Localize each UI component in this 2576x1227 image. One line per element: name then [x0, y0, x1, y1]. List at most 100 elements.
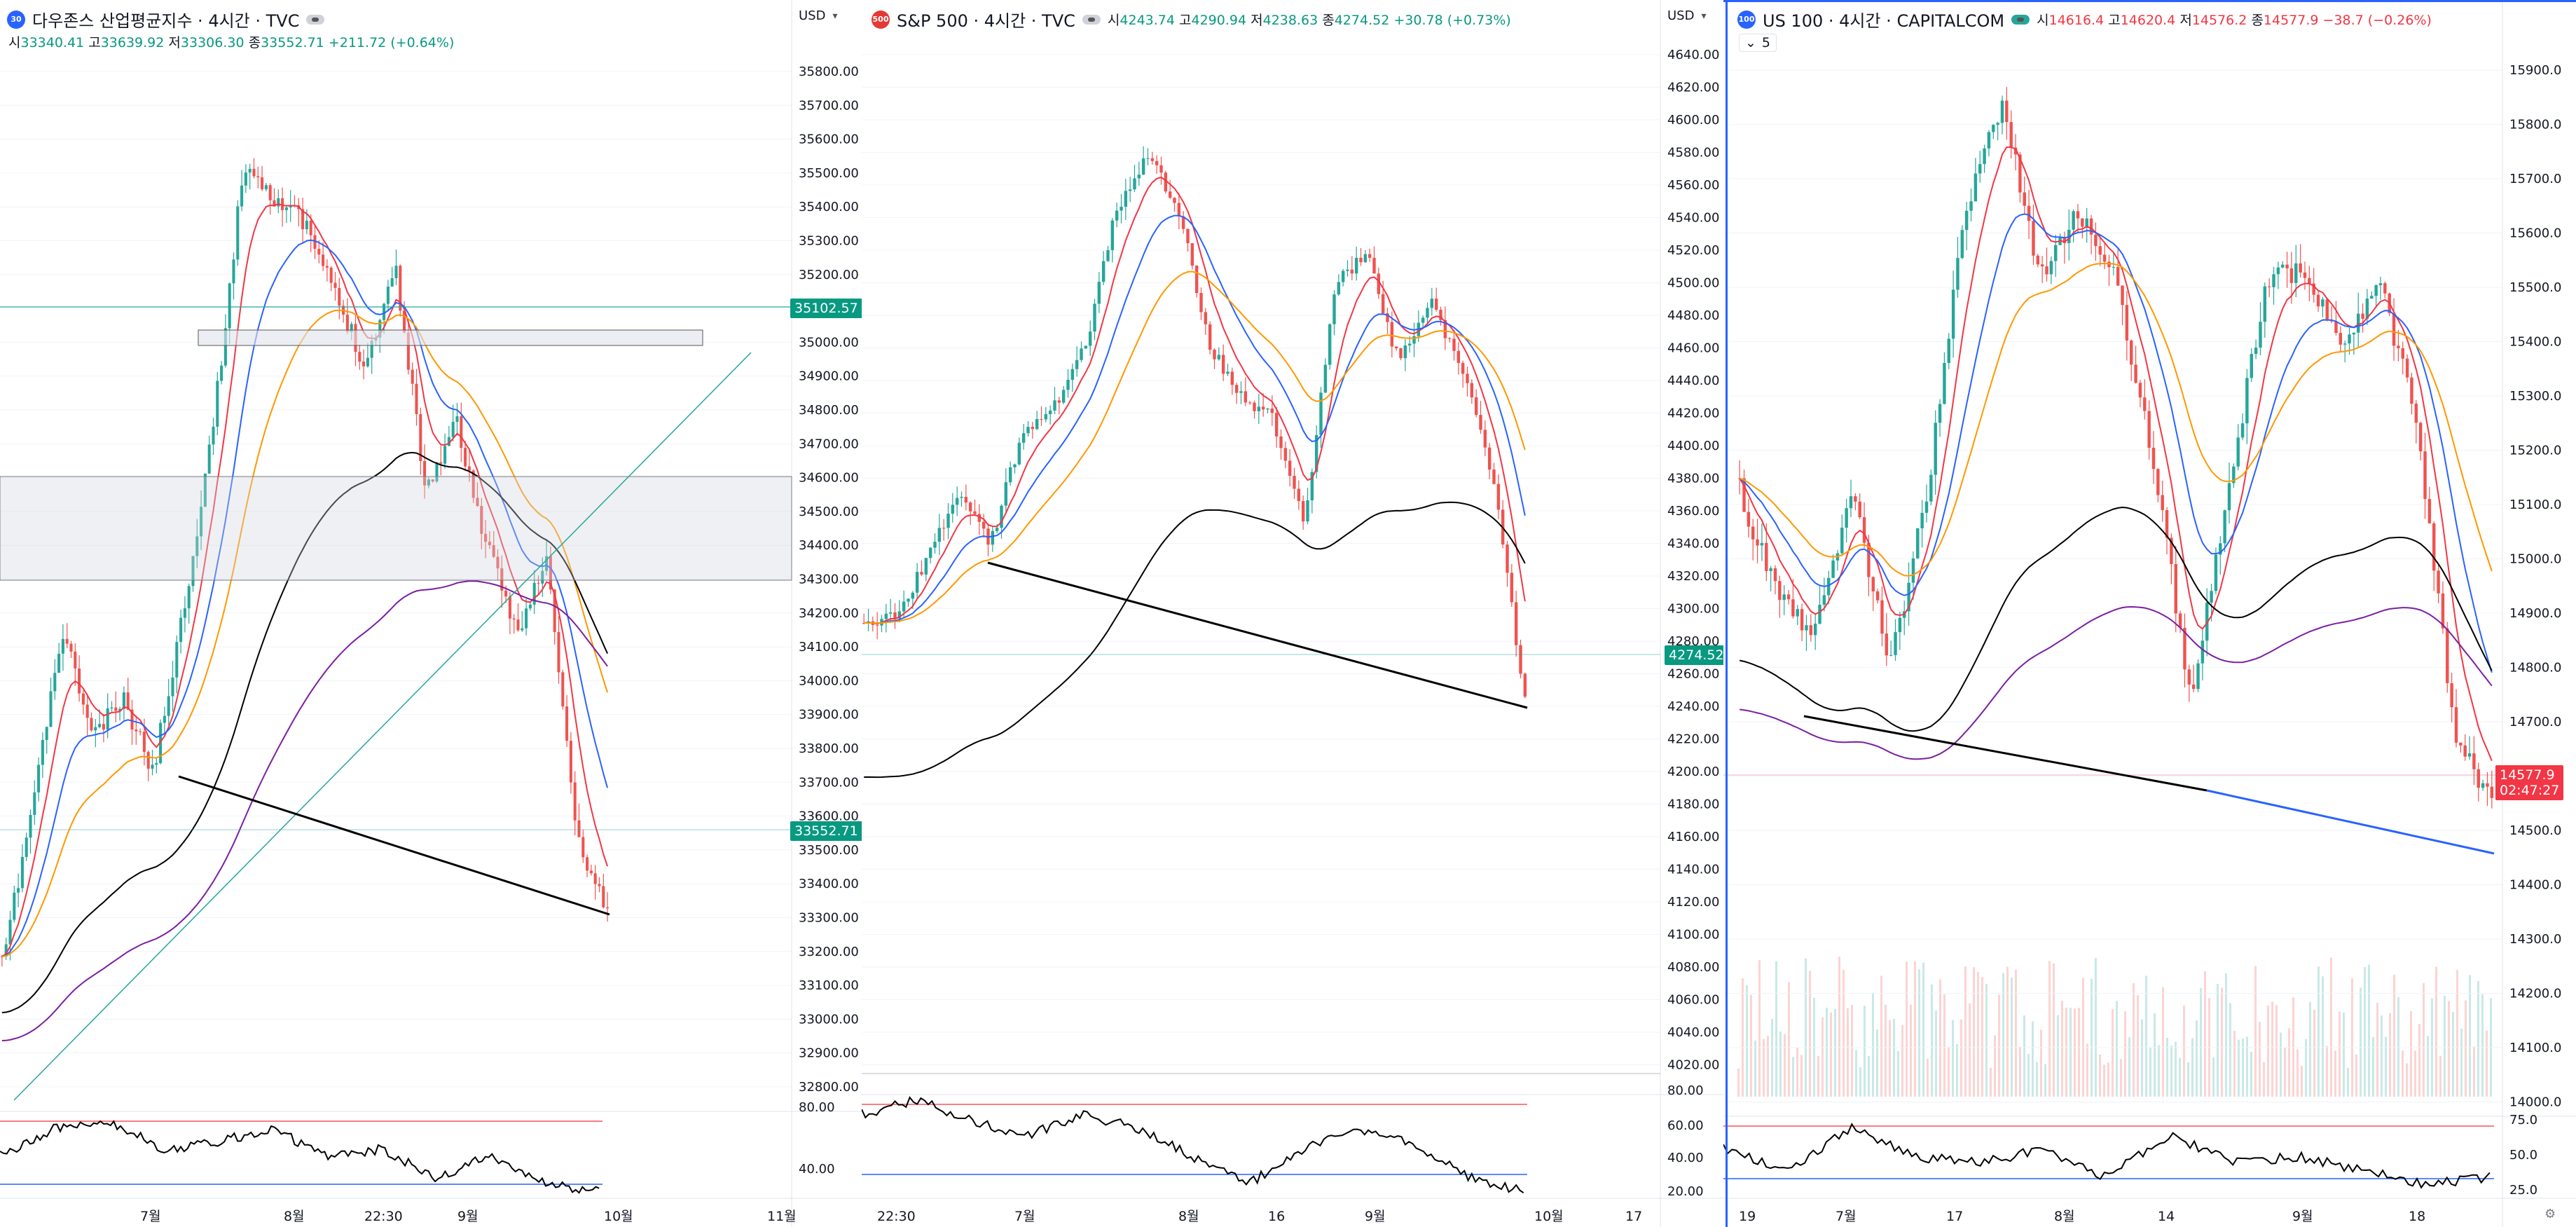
price-axis-label: 35800.00 [799, 64, 859, 79]
candle-body [1983, 148, 1986, 165]
chart-pane-ndx[interactable]: 15900.0 15800.0 15700.0 15600.0 15500.0 15400… [1723, 0, 2576, 1227]
candle-body [1845, 508, 1848, 528]
time-axis-label: 8월 [284, 1209, 305, 1224]
candle-body [1769, 568, 1772, 571]
volume-bar [2435, 966, 2437, 1097]
symbol-title[interactable]: 다우존스 산업평균지수 · 4시간 · TVC [32, 11, 300, 31]
chart-pane-dji[interactable]: 35800.00 35700.00 35600.00 35500.00 35400.00… [0, 0, 862, 1227]
candle-body [378, 320, 382, 338]
trend-line [1803, 715, 2207, 792]
price-axis-label: 35300.00 [799, 234, 859, 249]
chart-canvas-spx[interactable]: 4640.00 4620.00 4600.00 4580.00 4560.00 4540.… [862, 0, 1723, 1227]
candle-body [1510, 573, 1514, 603]
candle-body [1213, 349, 1216, 359]
candle-body [1181, 216, 1185, 229]
volume-bar [2023, 1015, 2025, 1097]
price-axis-label: 14900.0 [2509, 606, 2561, 621]
candle-body [309, 220, 312, 235]
candle-body [1381, 294, 1385, 314]
candle-body [2397, 345, 2400, 348]
candle-body [973, 511, 977, 514]
price-axis-label: 34300.00 [799, 573, 859, 587]
candle-body [2321, 299, 2324, 307]
candle-body [415, 383, 418, 414]
eye-icon[interactable] [2011, 14, 2030, 25]
candle-body [2236, 437, 2240, 467]
candle-body [78, 668, 81, 694]
candle-body [1306, 500, 1309, 522]
chart-canvas-dji[interactable]: 35800.00 35700.00 35600.00 35500.00 35400.00… [0, 0, 862, 1227]
candle-body [2370, 296, 2374, 299]
price-axis-label: 15000.0 [2509, 552, 2561, 567]
volume-bar [2238, 1039, 2240, 1097]
volume-bar [2393, 975, 2395, 1097]
volume-bar [1880, 975, 1882, 1097]
candle-body [1394, 346, 1398, 349]
volume-bar [2187, 1062, 2189, 1097]
candle-body [1987, 132, 1991, 149]
candle-body [1040, 418, 1043, 420]
candle-body [1332, 294, 1336, 324]
candle-body [2285, 264, 2289, 268]
volume-bar [1746, 985, 1748, 1097]
candle-body [1186, 228, 1190, 244]
price-axis-label: 34100.00 [799, 640, 859, 654]
candle-body [106, 708, 109, 730]
volume-bar [2326, 1046, 2328, 1097]
price-axis-label: 4480.00 [1667, 308, 1719, 323]
volume-bar [1826, 1008, 1828, 1097]
candle-body [1146, 158, 1150, 159]
volume-bar [1910, 1004, 1912, 1097]
resistance-zone [0, 476, 792, 581]
chart-pane-spx[interactable]: 4640.00 4620.00 4600.00 4580.00 4560.00 4540.… [862, 0, 1723, 1227]
eye-icon[interactable] [306, 14, 325, 25]
volume-bar [2469, 975, 2471, 1097]
price-axis-label: 4200.00 [1667, 765, 1719, 779]
chart-canvas-ndx[interactable]: 15900.0 15800.0 15700.0 15600.0 15500.0 15400… [1723, 0, 2576, 1227]
candle-body [1747, 512, 1751, 527]
symbol-title[interactable]: S&P 500 · 4시간 · TVC [897, 11, 1075, 31]
candle-body [1310, 472, 1314, 500]
candle-body [98, 724, 102, 727]
candle-body [964, 497, 968, 503]
candle-body [1862, 517, 1866, 543]
candle-body [2352, 332, 2356, 335]
last-price-label: 14577.9 02:47:27 [2495, 765, 2564, 800]
volume-bar [1834, 1008, 1836, 1097]
candle-body [2116, 266, 2120, 286]
candle-body [2232, 466, 2236, 484]
volume-bar [2389, 1013, 2391, 1097]
volume-bar [1918, 969, 1920, 1097]
symbol-title[interactable]: US 100 · 4시간 · CAPITALCOM [1763, 11, 2005, 31]
symbol-header-ndx[interactable]: 100 US 100 · 4시간 · CAPITALCOM 시14616.4 고… [1737, 7, 2432, 32]
candle-body [2477, 769, 2480, 788]
indicators-collapse-toggle[interactable]: ⌄ 5 [1739, 34, 1777, 52]
candle-body [232, 259, 235, 284]
candle-body [1066, 379, 1070, 390]
volume-bar [1931, 984, 1933, 1097]
symbol-header-spx[interactable]: 500 S&P 500 · 4시간 · TVC 시4243.74 고4290.9… [872, 7, 1511, 32]
symbol-header-dji[interactable]: 30 다우존스 산업평균지수 · 4시간 · TVC [7, 7, 325, 32]
price-axis-label: 33700.00 [799, 775, 859, 790]
volume-bar [1805, 958, 1807, 1097]
candle-body [333, 282, 337, 288]
candle-body [1765, 542, 1768, 571]
candle-body [1938, 404, 1942, 423]
candle-body [155, 762, 158, 765]
candle-body [114, 707, 118, 711]
price-axis-label: 4340.00 [1667, 537, 1719, 551]
currency-selector[interactable]: USD ▾ [1667, 8, 1707, 23]
settings-icon[interactable]: ⚙ [2544, 1207, 2556, 1221]
price-axis-label: 4060.00 [1667, 993, 1719, 1008]
volume-bar [2149, 1048, 2151, 1097]
volume-bar [2406, 1063, 2408, 1097]
currency-selector[interactable]: USD ▾ [799, 8, 838, 23]
candle-body [1106, 249, 1110, 261]
eye-icon[interactable] [1082, 14, 1101, 25]
volume-bar [2410, 1010, 2412, 1097]
price-axis-label: 32900.00 [799, 1046, 859, 1061]
time-axis-label: 14 [2158, 1209, 2175, 1224]
price-axis-label: 4380.00 [1667, 472, 1719, 486]
volume-bar [2099, 1054, 2101, 1097]
candle-body [1314, 434, 1318, 472]
